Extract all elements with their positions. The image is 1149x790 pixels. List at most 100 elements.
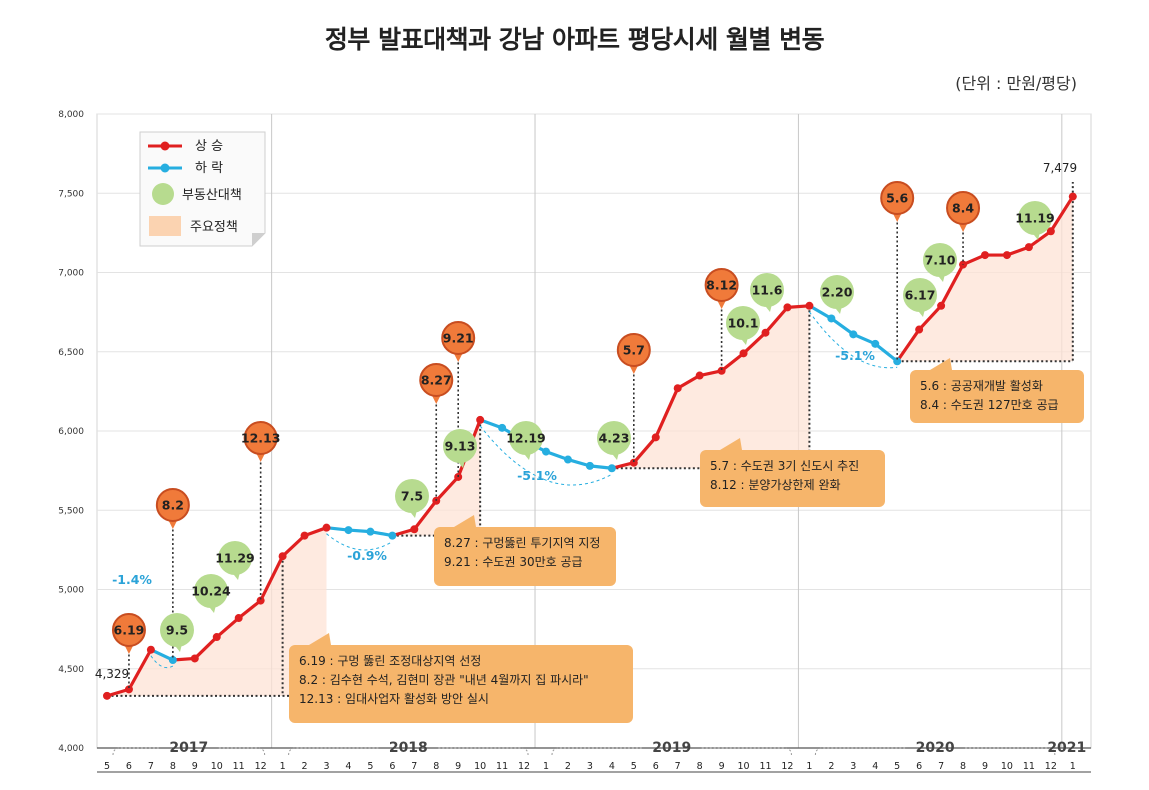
event-bubble-red [419, 363, 454, 397]
month-tick-label: 4 [872, 761, 878, 772]
measure-bubble-green [509, 421, 543, 455]
price-segment [259, 554, 285, 603]
note-layer: 6.19 : 구멍 뚫린 조정대상지역 선정 8.2 : 김수현 수석, 김현미 … [289, 358, 1084, 723]
event-date-label: 9.21 [443, 331, 474, 346]
price-point [981, 251, 989, 260]
month-tick-label: 9 [719, 761, 725, 772]
measure-date-label: 11.6 [752, 283, 783, 298]
y-tick-label: 6,000 [58, 427, 84, 437]
price-segment [676, 373, 702, 390]
month-tick-label: 7 [675, 761, 681, 772]
y-tick-label: 4,500 [58, 665, 84, 675]
policy-area [107, 527, 327, 696]
month-tick-label: 2 [828, 761, 834, 772]
policy-note-line: 8.2 : 김수현 수석, 김현미 장관 "내년 4월까지 집 파시라" [299, 673, 589, 687]
price-segment [412, 499, 438, 531]
decline-percent-label: -5.1% [835, 348, 875, 363]
year-label: 2017 [169, 740, 208, 756]
year-label: 2020 [916, 740, 955, 756]
price-point [893, 357, 902, 366]
month-tick-label: 5 [367, 761, 373, 772]
month-tick-label: 7 [148, 761, 154, 772]
month-tick-label: 6 [916, 761, 922, 772]
price-point [366, 527, 375, 536]
y-tick-label: 5,000 [58, 586, 84, 596]
measure-date-label: 6.17 [905, 288, 936, 303]
policy-note-box [434, 527, 616, 586]
year-label: 2019 [652, 740, 691, 756]
y-tick-label: 7,500 [58, 189, 84, 199]
policy-area [392, 419, 481, 536]
month-tick-label: 4 [609, 761, 615, 772]
month-tick-label: 10 [1001, 761, 1013, 772]
measure-date-label: 9.5 [166, 623, 188, 638]
price-point [761, 328, 770, 337]
price-point [103, 691, 111, 700]
month-tick-label: 3 [323, 761, 329, 772]
legend-policy-swatch [149, 216, 181, 236]
measure-date-label: 10.24 [191, 584, 231, 599]
y-tick-label: 5,500 [58, 506, 84, 516]
price-point [563, 455, 572, 464]
event-bubble-red [704, 268, 739, 302]
measure-date-label: 11.29 [215, 551, 255, 566]
price-point [937, 301, 946, 310]
policy-area [611, 305, 810, 469]
month-tick-label: 11 [496, 761, 508, 772]
price-point [651, 433, 660, 442]
note-pointer [930, 358, 952, 370]
month-tick-label: 3 [850, 761, 856, 772]
note-pointer [309, 633, 331, 645]
event-bubble-red [880, 181, 915, 215]
month-tick-label: 2 [302, 761, 308, 772]
measure-bubble-green [903, 278, 937, 312]
guide-layer [107, 182, 1074, 697]
month-tick-label: 9 [982, 761, 988, 772]
policy-note-box [289, 645, 633, 723]
price-point [717, 366, 726, 375]
month-tick-label: 8 [433, 761, 439, 772]
price-point [146, 645, 155, 654]
year-bracket [551, 747, 792, 756]
price-point [300, 531, 309, 540]
month-tick-label: 11 [759, 761, 771, 772]
price-segment [917, 304, 943, 332]
month-tick-label: 11 [233, 761, 245, 772]
month-tick-label: 8 [960, 761, 966, 772]
month-tick-label: 2 [565, 761, 571, 772]
axis-layer: 4,000 4,500 5,000 5,500 6,000 6,500 7,000 7,500… [58, 110, 1091, 773]
price-point [542, 447, 550, 456]
month-tick-label: 1 [280, 761, 286, 772]
price-point [805, 301, 814, 310]
month-tick-label: 6 [389, 761, 395, 772]
event-date-label: 8.4 [952, 201, 974, 216]
policy-note-box [910, 370, 1084, 423]
decline-arc [479, 425, 613, 486]
measure-date-label: 12.19 [506, 431, 546, 446]
month-tick-label: 1 [1070, 761, 1076, 772]
month-tick-label: 8 [170, 761, 176, 772]
month-tick-label: 1 [543, 761, 549, 772]
month-tick-label: 12 [1045, 761, 1057, 772]
price-point [344, 526, 353, 535]
price-segment [281, 534, 307, 558]
month-tick-label: 7 [411, 761, 417, 772]
measure-date-label: 7.10 [925, 253, 956, 268]
price-segment [939, 262, 965, 308]
price-point [783, 303, 792, 312]
price-point [476, 415, 485, 424]
price-point [124, 685, 133, 694]
event-date-label: 5.7 [623, 343, 645, 358]
measure-bubble-green [443, 429, 477, 463]
event-date-label: 8.27 [421, 373, 452, 388]
price-point [849, 330, 858, 339]
legend-fall-marker [160, 163, 170, 173]
y-tick-label: 4,000 [58, 744, 84, 754]
year-bracket [288, 747, 529, 756]
month-tick-label: 10 [474, 761, 486, 772]
decline-percent-label: -5.1% [517, 468, 557, 483]
price-point [585, 461, 594, 470]
price-point [607, 464, 616, 473]
price-segment [1027, 229, 1053, 249]
